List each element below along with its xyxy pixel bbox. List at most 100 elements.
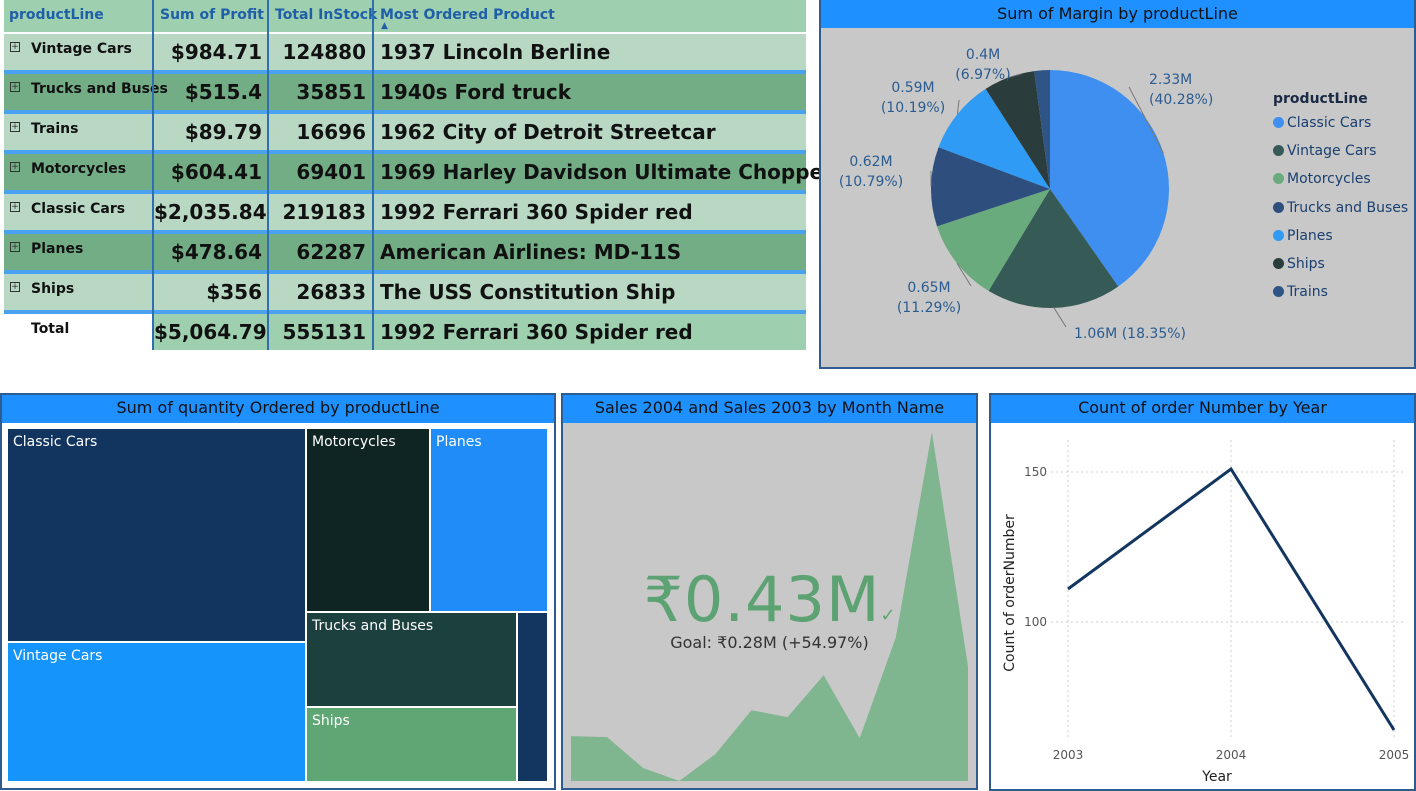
quantity-treemap-panel: Sum of quantity Ordered by productLine C… bbox=[0, 393, 556, 790]
legend-item-motorcycles[interactable]: Motorcycles bbox=[1273, 171, 1371, 187]
row-total-instock: 35851 bbox=[296, 80, 366, 104]
row-total-instock: 69401 bbox=[296, 160, 366, 184]
column-divider bbox=[267, 0, 269, 350]
row-productline: Ships bbox=[31, 281, 75, 297]
legend-label: Planes bbox=[1287, 227, 1333, 244]
legend-item-vintage-cars[interactable]: Vintage Cars bbox=[1273, 143, 1376, 159]
legend-label: Trucks and Buses bbox=[1287, 199, 1409, 216]
row-total-instock: 62287 bbox=[296, 240, 366, 264]
legend-item-trucks-and-buses[interactable]: Trucks and Buses bbox=[1273, 200, 1408, 216]
legend-dot-icon bbox=[1273, 117, 1284, 128]
row-most-ordered-product: 1937 Lincoln Berline bbox=[380, 40, 611, 64]
row-productline: Motorcycles bbox=[31, 161, 127, 177]
row-most-ordered-product: 1969 Harley Davidson Ultimate Chopper bbox=[380, 160, 833, 184]
pie-slice-trains[interactable] bbox=[1034, 70, 1050, 189]
treemap-tile-trains[interactable] bbox=[518, 613, 547, 781]
legend-dot-icon bbox=[1273, 286, 1284, 298]
total-row: Total $5,064.79 555131 1992 Ferrari 360 Spi… bbox=[4, 314, 806, 350]
expand-icon[interactable]: + bbox=[10, 162, 20, 172]
expand-icon[interactable]: + bbox=[10, 282, 20, 292]
row-productline: Trains bbox=[31, 121, 79, 137]
legend-label: Classic Cars bbox=[1287, 115, 1372, 131]
table-row[interactable]: + Motorcycles $604.41 69401 1969 Harley Davi… bbox=[4, 154, 833, 190]
row-total-instock: 219183 bbox=[282, 200, 367, 224]
column-header-productline[interactable]: productLine bbox=[9, 7, 104, 23]
sales-kpi-goal: Goal: ₹0.28M (+54.97%) bbox=[670, 633, 869, 652]
row-separator bbox=[4, 70, 806, 74]
total-sum-of-profit: $5,064.79 bbox=[154, 320, 267, 344]
orders-line-series[interactable] bbox=[1067, 466, 1396, 731]
table-row[interactable]: + Planes $478.64 62287 American Airlines: MD… bbox=[4, 234, 806, 270]
pie-data-label: 1.06M (18.35%) bbox=[1074, 326, 1186, 342]
pie-data-label: 0.62M (10.79%) bbox=[839, 154, 903, 190]
pie-slice-classic-cars[interactable] bbox=[1050, 70, 1169, 287]
legend-item-ships[interactable]: Ships bbox=[1273, 256, 1325, 272]
row-productline: Trucks and Buses bbox=[31, 81, 168, 97]
legend-label: Trains bbox=[1287, 284, 1328, 301]
pie-slice-trucks-and-buses[interactable] bbox=[931, 147, 1050, 227]
table-row[interactable]: + Vintage Cars $984.71 124880 1937 Lincoln B… bbox=[4, 34, 806, 70]
table-row[interactable]: + Trucks and Buses $515.4 35851 1940s Ford t… bbox=[4, 74, 806, 110]
total-most-ordered-product: 1992 Ferrari 360 Spider red bbox=[380, 320, 693, 344]
y-axis-title: Count of orderNumber bbox=[1002, 514, 1018, 672]
row-productline: Classic Cars bbox=[31, 201, 126, 217]
total-values-cell bbox=[154, 314, 806, 350]
pie-slice-ships[interactable] bbox=[985, 71, 1050, 189]
row-sum-of-profit: $89.79 bbox=[184, 120, 262, 144]
column-header-sum-of-profit[interactable]: Sum of Profit bbox=[160, 7, 264, 23]
table-row[interactable]: + Ships $356 26833 The USS Constitution Ship bbox=[4, 274, 806, 310]
table-row[interactable]: + Trains $89.79 16696 1962 City of Detroit S… bbox=[4, 114, 806, 150]
pie-slice-motorcycles[interactable] bbox=[937, 189, 1050, 291]
pie-leader-line bbox=[1053, 307, 1067, 328]
row-productline: Vintage Cars bbox=[31, 41, 132, 57]
sort-ascending-icon[interactable]: ▲ bbox=[381, 21, 388, 31]
orders-line-chart-panel: Count of order Number by Year 100 150 2003… bbox=[989, 393, 1416, 791]
row-separator bbox=[4, 310, 806, 314]
y-tick-label: 100 bbox=[1024, 615, 1047, 629]
treemap-tile-classic-cars[interactable]: Classic Cars bbox=[8, 429, 305, 641]
row-sum-of-profit: $478.64 bbox=[170, 240, 262, 264]
legend-item-planes[interactable]: Planes bbox=[1273, 228, 1333, 244]
margin-pie-chart-panel: Sum of Margin by productLine 2.33M (40.28… bbox=[819, 0, 1416, 369]
legend-label: Vintage Cars bbox=[1287, 143, 1377, 160]
treemap-tile-label: Trucks and Buses bbox=[312, 618, 434, 634]
x-tick-label: 2005 bbox=[1379, 748, 1410, 762]
expand-icon[interactable]: + bbox=[10, 82, 20, 92]
legend-item-trains[interactable]: Trains bbox=[1273, 284, 1328, 300]
row-most-ordered-product: 1940s Ford truck bbox=[380, 80, 572, 104]
pie-chart-title: Sum of Margin by productLine bbox=[821, 0, 1414, 28]
row-sum-of-profit: $515.4 bbox=[184, 80, 262, 104]
column-header-total-instock[interactable]: Total InStock bbox=[275, 7, 378, 23]
table-row[interactable]: + Classic Cars $2,035.84 219183 1992 Ferrari… bbox=[4, 194, 806, 230]
pie-slice-planes[interactable] bbox=[938, 88, 1050, 189]
treemap-tile-planes[interactable]: Planes bbox=[431, 429, 547, 611]
row-most-ordered-product: 1962 City of Detroit Streetcar bbox=[380, 120, 716, 144]
treemap-tile-ships[interactable]: Ships bbox=[307, 708, 516, 781]
column-header-most-ordered-product[interactable]: Most Ordered Product bbox=[380, 7, 555, 23]
legend-item-classic-cars[interactable]: Classic Cars bbox=[1273, 115, 1371, 131]
treemap-tile-vintage-cars[interactable]: Vintage Cars bbox=[8, 643, 305, 781]
treemap-tile-trucks-and-buses[interactable]: Trucks and Buses bbox=[307, 613, 516, 706]
row-separator bbox=[4, 190, 806, 194]
row-most-ordered-product: 1992 Ferrari 360 Spider red bbox=[380, 200, 693, 224]
row-sum-of-profit: $604.41 bbox=[170, 160, 262, 184]
pie-leader-line bbox=[1008, 73, 1022, 78]
sales-kpi-value: ₹0.43M bbox=[643, 563, 881, 636]
treemap-tile-motorcycles[interactable]: Motorcycles bbox=[307, 429, 429, 611]
row-total-instock: 26833 bbox=[296, 280, 366, 304]
expand-icon[interactable]: + bbox=[10, 122, 20, 132]
pie-legend-title: productLine bbox=[1273, 91, 1368, 107]
orders-line-chart: 100 150 2003 2004 2005 Year Count of orderNumb… bbox=[1002, 440, 1410, 785]
expand-icon[interactable]: + bbox=[10, 242, 20, 252]
total-label: Total bbox=[31, 321, 70, 337]
pie-data-label: 0.65M (11.29%) bbox=[897, 280, 961, 316]
pie-leader-line bbox=[956, 99, 960, 115]
x-tick-label: 2004 bbox=[1216, 748, 1247, 762]
expand-icon[interactable]: + bbox=[10, 202, 20, 212]
pie-slice-vintage-cars[interactable] bbox=[988, 189, 1119, 308]
pie-leader-line bbox=[1128, 86, 1164, 154]
expand-icon[interactable]: + bbox=[10, 42, 20, 52]
treemap-tile-label: Ships bbox=[312, 713, 350, 729]
row-sum-of-profit: $2,035.84 bbox=[154, 200, 267, 224]
